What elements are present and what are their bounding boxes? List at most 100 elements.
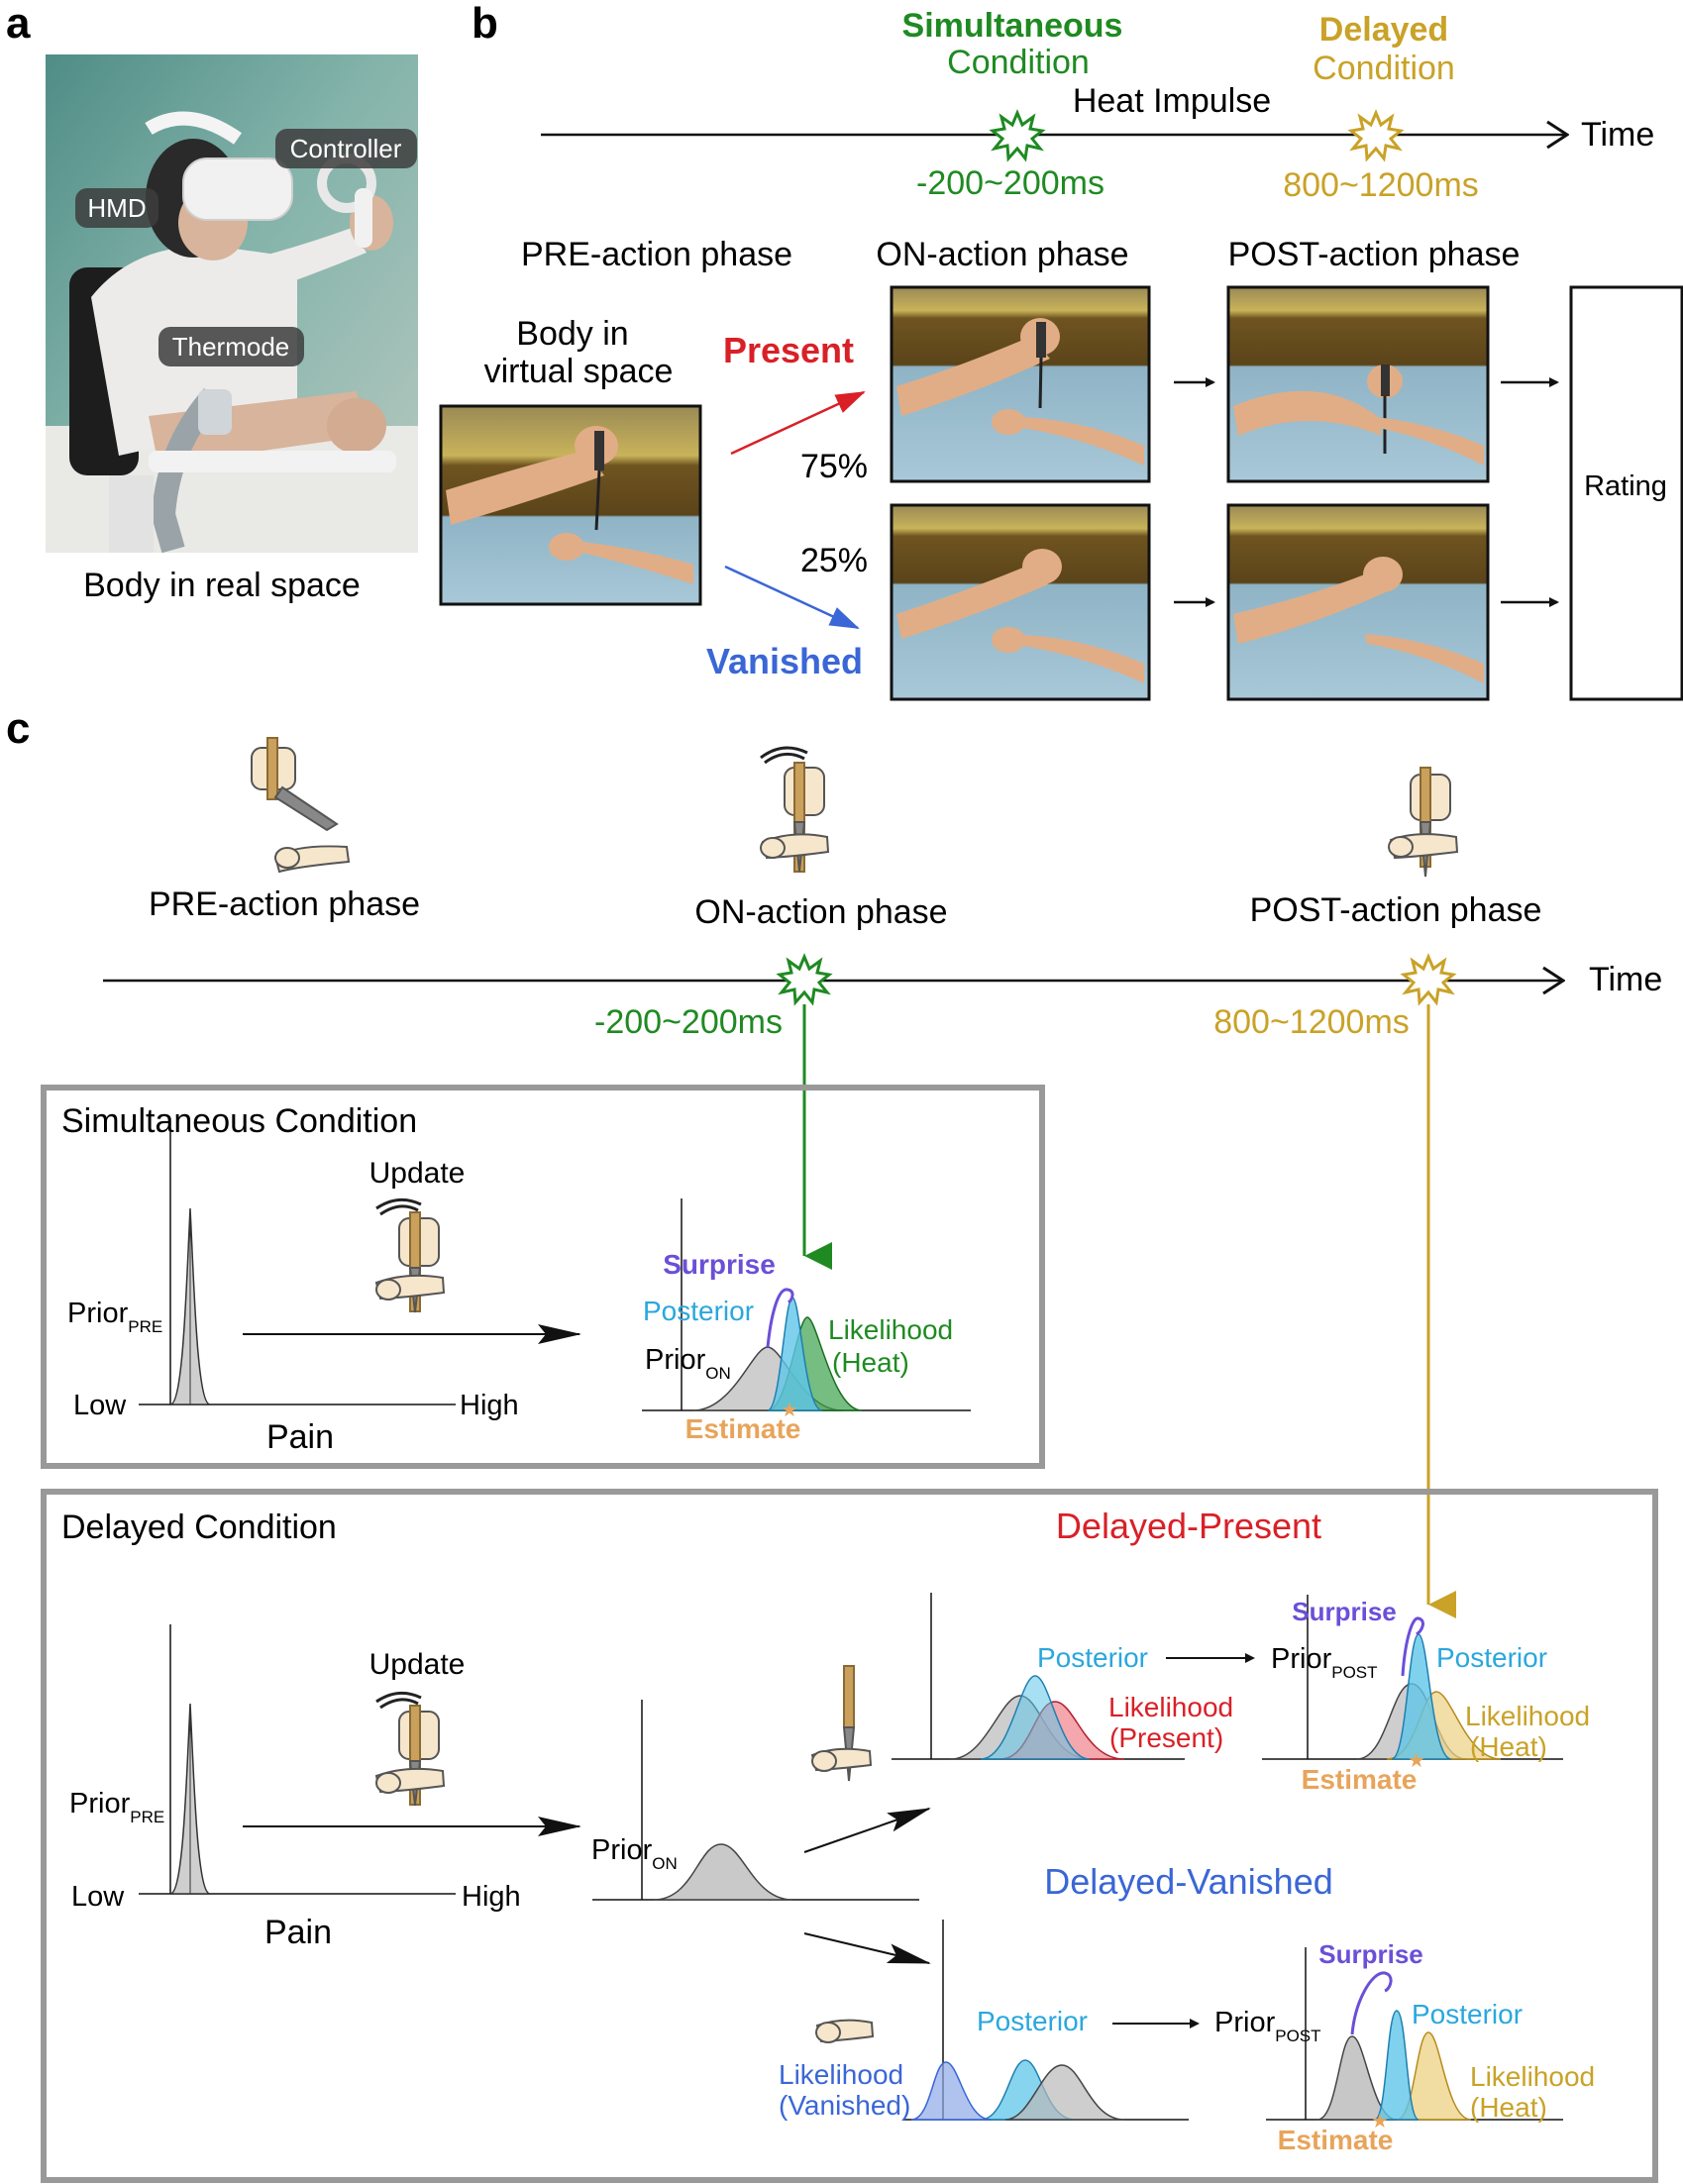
vr-frame-on-present [890, 285, 1151, 483]
simultaneous-condition-box [41, 1085, 1045, 1469]
sim-likelihood-label-2: (Heat) [832, 1347, 909, 1378]
label-hmd-text: HMD [87, 193, 146, 223]
dp-likelihood-label-1: Likelihood [1108, 1692, 1233, 1722]
label-thermode: Thermode [158, 327, 304, 366]
dv-likelihood-curve [910, 2061, 992, 2121]
dv-prior-post-label: PriorPOST [1214, 2007, 1321, 2045]
del-pain-label: Pain [264, 1914, 332, 1951]
simultaneous-window-c: -200~200ms [594, 1003, 783, 1041]
delayed-vanished-title: Delayed-Vanished [1044, 1861, 1333, 1902]
phase-post-c: POST-action phase [1250, 891, 1542, 929]
phase-on-b: ON-action phase [876, 236, 1128, 273]
dp-likelihood-heat-label-1: Likelihood [1465, 1701, 1590, 1731]
dp-surprise-label: Surprise [1292, 1597, 1397, 1626]
update-icon-sim [374, 1197, 446, 1313]
dp-posterior2-label: Posterior [1436, 1642, 1547, 1673]
del-update-label: Update [369, 1648, 466, 1681]
sim-update-label: Update [369, 1157, 466, 1190]
simultaneous-title: Simultaneous [902, 7, 1123, 45]
burst-icon-delayed-c [1400, 953, 1457, 1006]
hand-icon-vanished [815, 2019, 875, 2043]
delayed-window-b: 800~1200ms [1283, 166, 1479, 204]
burst-icon-simultaneous-c [776, 953, 833, 1006]
panel-label-b: b [472, 0, 498, 48]
dv-likelihood-heat-label-1: Likelihood [1470, 2061, 1595, 2092]
dv-likelihood-label-1: Likelihood [779, 2059, 903, 2090]
dv-posterior-post-curve [1374, 2010, 1420, 2121]
dv-posterior-label: Posterior [977, 2006, 1088, 2036]
delayed-condition-box [41, 1489, 1658, 2183]
burst-icon-delayed-b [1347, 109, 1405, 162]
dp-likelihood-label-2: (Present) [1109, 1722, 1223, 1753]
simultaneous-box-title: Simultaneous Condition [61, 1102, 417, 1140]
dv-surprise-label: Surprise [1318, 1939, 1423, 1969]
dv-estimate-marker: ★ [1371, 2111, 1389, 2132]
caption-body-real-space: Body in real space [83, 567, 361, 604]
dp-posterior-curve [980, 1675, 1091, 1760]
pct-present: 75% [800, 448, 868, 485]
del-prior-pre-label: PriorPRE [69, 1788, 164, 1826]
del-prior-on-label: PriorON [591, 1834, 678, 1873]
sim-prior-on-label: PriorON [645, 1344, 731, 1383]
sim-surprise-label: Surprise [663, 1249, 776, 1280]
rating-label: Rating [1584, 470, 1667, 502]
time-label-b: Time [1581, 116, 1654, 154]
dp-estimate-marker: ★ [1408, 1750, 1425, 1772]
sim-pain-label: Pain [266, 1418, 334, 1456]
vanished-label: Vanished [706, 641, 863, 681]
dv-likelihood-label-2: (Vanished) [779, 2090, 910, 2121]
delayed-window-c: 800~1200ms [1213, 1003, 1410, 1041]
dv-estimate-label: Estimate [1278, 2125, 1394, 2155]
dv-likelihood-heat-label-2: (Heat) [1470, 2092, 1547, 2123]
vanished-arrow [724, 565, 860, 630]
dp-prior-post-label: PriorPOST [1271, 1643, 1378, 1682]
dp-surprise-bracket [1401, 1616, 1424, 1677]
hand-knife-icon-pre [251, 737, 351, 874]
simultaneous-subtitle: Condition [947, 44, 1090, 81]
delayed-present-title: Delayed-Present [1056, 1506, 1321, 1546]
del-high-label: High [462, 1881, 521, 1913]
sim-surprise-bracket [766, 1288, 794, 1348]
sim-likelihood-label-1: Likelihood [828, 1314, 953, 1345]
label-thermode-text: Thermode [172, 332, 290, 362]
dp-estimate-label: Estimate [1302, 1764, 1418, 1795]
sim-prior-pre-label: PriorPRE [67, 1298, 162, 1336]
dp-posterior-label: Posterior [1037, 1642, 1148, 1673]
phase-pre-b: PRE-action phase [521, 236, 792, 273]
body-virtual-line2: virtual space [484, 353, 674, 390]
label-controller-text: Controller [290, 134, 402, 163]
del-low-label: Low [71, 1881, 125, 1913]
dp-likelihood-heat-label-2: (Heat) [1470, 1731, 1547, 1762]
sim-high-label: High [460, 1390, 519, 1421]
arrow-to-delayed-vanished [803, 1932, 931, 1964]
delayed-subtitle: Condition [1313, 50, 1455, 87]
delayed-title: Delayed [1319, 11, 1448, 49]
panel-label-a: a [6, 0, 31, 48]
knife-icon-present [810, 1665, 873, 1782]
burst-icon-simultaneous-b [989, 109, 1046, 162]
delayed-box-title: Delayed Condition [61, 1508, 337, 1546]
heat-impulse-label: Heat Impulse [1073, 82, 1271, 120]
hand-knife-icon-on [760, 746, 830, 873]
dv-prior-curve [1004, 2064, 1125, 2121]
hand-knife-icon-post [1388, 767, 1459, 878]
sim-estimate-label: Estimate [685, 1413, 801, 1444]
simultaneous-window-b: -200~200ms [916, 164, 1104, 202]
present-arrow [730, 390, 866, 456]
arrow-to-delayed-present [803, 1808, 931, 1853]
vr-frame-post-present [1226, 285, 1490, 483]
phase-on-c: ON-action phase [694, 893, 947, 931]
label-hmd: HMD [75, 188, 158, 228]
update-icon-del [374, 1691, 446, 1807]
vr-frame-pre [439, 404, 702, 606]
phase-pre-c: PRE-action phase [149, 885, 420, 923]
del-prior-on-curve [653, 1843, 793, 1901]
panel-label-c: c [6, 704, 30, 753]
time-label-c: Time [1589, 961, 1662, 998]
body-virtual-line1: Body in [516, 315, 628, 353]
label-controller: Controller [275, 129, 417, 168]
phase-post-b: POST-action phase [1228, 236, 1521, 273]
pct-vanished: 25% [800, 542, 868, 579]
rating-box [1569, 285, 1683, 701]
